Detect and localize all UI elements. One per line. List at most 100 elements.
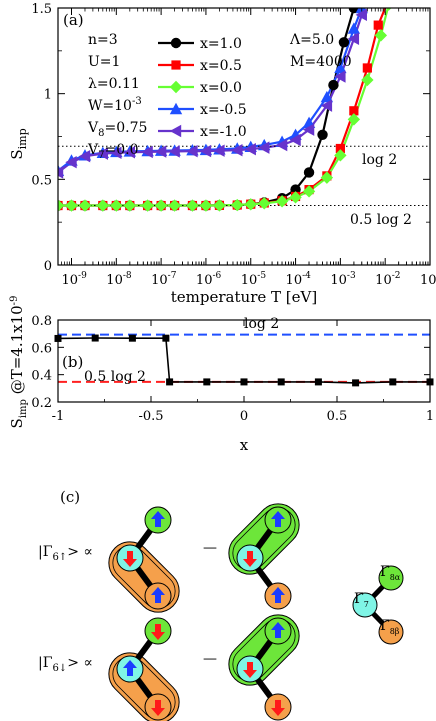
panel-a-point-s3-20 <box>347 22 361 34</box>
panel-a-point-s2-23 <box>385 8 392 11</box>
panel-b-xlabel: x <box>240 436 249 454</box>
panel-a-point-s4-7 <box>154 145 167 158</box>
panel-a-point-s4-3 <box>96 147 109 160</box>
param-M: M=4000 <box>290 54 352 70</box>
panel-a-point-s2-17 <box>302 185 316 198</box>
gamma7-label: Γ7 <box>354 591 369 609</box>
panel-a-point-s2-6 <box>141 199 154 212</box>
panel-a-point-s2-15 <box>275 195 289 208</box>
panel-a-markers <box>58 0 393 212</box>
legend-label-4: x=-1.0 <box>200 124 247 140</box>
panel-a-point-s2-4 <box>110 199 123 212</box>
param-lambda: λ=0.11 <box>88 76 140 92</box>
pair-capsule-inner <box>112 545 176 609</box>
panel-a-point-s0-19 <box>328 79 339 91</box>
panel-a-xtick-label: 10-6 <box>196 271 222 288</box>
minus-sign-top: — <box>203 540 217 556</box>
gamma8b-orbital <box>378 619 404 645</box>
legend-label-0: x=1.0 <box>200 36 242 52</box>
param-v7-text: V <box>87 142 99 158</box>
panel-a-point-s2-2 <box>78 199 92 212</box>
spin-arrow-gamma8b <box>151 700 165 716</box>
panel-a-point-s4-20 <box>347 32 360 46</box>
panel-a-point-s2-14 <box>258 197 271 210</box>
spin-arrow-gamma7 <box>123 660 137 676</box>
panel-b-ytick-label: 0.6 <box>31 341 52 356</box>
panel-a-xtick-label: 10-1 <box>420 271 436 288</box>
spin-arrow-gamma7 <box>243 551 257 567</box>
param-u: U=1 <box>88 54 120 70</box>
spin-arrow-gamma8b <box>271 700 285 716</box>
ref-label-log2: log 2 <box>362 152 397 168</box>
panel-b-frame <box>57 319 431 403</box>
minus-sign-bottom: — <box>203 651 217 667</box>
panel-b-ylabel: Simp @T=4.1x10-9 <box>8 296 29 429</box>
param-Lambda: Λ=5.0 <box>289 32 334 48</box>
panel-a-ylabel: Simp <box>8 128 29 159</box>
panel-a-point-s4-15 <box>275 138 288 152</box>
param-v8-text: V <box>87 120 99 136</box>
panel-a-xtick-label: 10-3 <box>330 271 356 288</box>
panel-a-point-s2-9 <box>186 199 199 212</box>
panel-a-point-s2-19 <box>334 149 347 162</box>
spin-arrow-gamma8a <box>271 511 285 527</box>
param-v7-sub: 7 <box>98 150 104 161</box>
panel-a-ytick-label: 0 <box>44 259 52 274</box>
panel-a-xtick-label: 10-9 <box>61 271 87 288</box>
orbital-diagrams <box>108 503 300 721</box>
legend-label-1: x=0.5 <box>200 58 242 74</box>
legend-marker-0 <box>170 37 182 49</box>
panel-a-point-s4-0 <box>58 166 64 179</box>
gamma8a-orbital <box>378 565 404 591</box>
spin-arrow-gamma8a <box>151 511 165 527</box>
panel-b-xtick-label: -1 <box>52 409 65 424</box>
panel-a-point-s4-22 <box>361 0 372 4</box>
param-v8-val: =0.75 <box>105 120 148 136</box>
panel-a-point-s4-5 <box>123 146 135 159</box>
gamma-legend: Γ8α Γ7 Γ8β <box>352 564 404 645</box>
panel-a-xlabel: temperature T [eV] <box>171 288 317 306</box>
spin-arrow-gamma7 <box>123 551 137 567</box>
gamma8a-symbol: Γ <box>380 564 390 580</box>
panel-a-point-s2-0 <box>58 199 65 212</box>
ref-label-half-log2: 0.5 log 2 <box>350 212 412 228</box>
param-v7-val: =0.0 <box>105 142 139 158</box>
panel-a-xtick-label: 10-8 <box>106 271 132 288</box>
panel-b-ticks: -1 -0.5 0 0.5 1 0.2 0.4 0.6 0.8 <box>31 314 434 424</box>
panel-b: -1 -0.5 0 0.5 1 0.2 0.4 0.6 0.8 (b) log 2 0.5 lo… <box>8 296 434 454</box>
param-w-text: W=10 <box>88 98 132 114</box>
panel-a-point-s2-22 <box>374 29 388 42</box>
panel-a-point-s1-23 <box>384 0 393 4</box>
panel-a-point-s0-18 <box>317 129 328 140</box>
gamma8b-label: Γ8β <box>380 618 400 636</box>
param-v8-sub: 8 <box>98 128 104 139</box>
gamma8b-symbol: Γ <box>380 618 390 634</box>
panel-b-point-1 <box>91 334 99 342</box>
panel-a-point-s2-8 <box>168 199 181 212</box>
spin-arrow-gamma8a <box>151 624 165 640</box>
panel-a-point-s4-4 <box>110 146 122 159</box>
panel-b-point-9 <box>352 379 360 387</box>
panel-a-point-s4-9 <box>186 145 198 158</box>
panel-b-xtick-label: 1 <box>426 409 434 424</box>
panel-a-label: (a) <box>63 11 84 29</box>
panel-b-point-10 <box>389 378 397 386</box>
pair-capsule-outer <box>108 652 180 721</box>
pair-capsule-inner <box>232 507 296 571</box>
panel-a-point-s4-19 <box>334 70 346 83</box>
state-down-ket: |Γ <box>38 655 53 671</box>
state-down-sub: 6↓ <box>52 663 67 674</box>
panel-a-ytick-label: 1.5 <box>31 2 52 17</box>
panel-b-ytick-label: 0.2 <box>31 396 52 411</box>
panel-b-point-4 <box>166 378 174 386</box>
param-w-exp: -3 <box>132 96 142 107</box>
orbital-diagram-0 <box>108 506 180 613</box>
legend-marker-3 <box>169 102 183 115</box>
panel-a-point-s2-7 <box>154 199 168 212</box>
panel-b-point-6 <box>240 378 248 386</box>
panel-b-ytick-label: 0.4 <box>31 369 52 384</box>
panel-a-point-s4-14 <box>258 141 270 154</box>
panel-b-xtick-label: 0 <box>240 409 248 424</box>
panel-a-xtick-label: 10-4 <box>286 271 312 288</box>
panel-b-series-lines <box>58 337 430 384</box>
